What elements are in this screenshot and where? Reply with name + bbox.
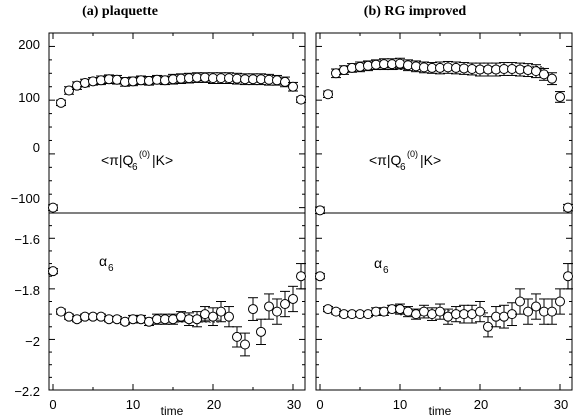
data-point bbox=[216, 306, 226, 317]
data-point bbox=[56, 306, 66, 317]
data-point bbox=[296, 94, 306, 105]
ytick-top-100: 100 bbox=[18, 90, 40, 105]
data-point bbox=[539, 69, 549, 80]
data-point bbox=[288, 293, 298, 304]
data-point bbox=[280, 76, 290, 87]
data-point bbox=[280, 299, 290, 310]
data-point bbox=[64, 85, 74, 96]
data-point bbox=[288, 81, 298, 92]
svg-text:(0): (0) bbox=[407, 149, 418, 159]
data-point bbox=[515, 296, 525, 307]
panel-b-title: (b) RG improved bbox=[364, 4, 467, 19]
data-point bbox=[80, 77, 90, 88]
data-point bbox=[563, 271, 573, 282]
ytick-bottom-neg1.6: −1.6 bbox=[14, 232, 40, 247]
ytick-bottom-neg2.2: −2.2 bbox=[14, 384, 40, 399]
data-point bbox=[323, 89, 333, 100]
ytick-bottom-neg1.8: −1.8 bbox=[14, 283, 40, 298]
panel-b-frame bbox=[315, 32, 573, 391]
svg-text:6: 6 bbox=[132, 162, 138, 173]
svg-text:α: α bbox=[99, 253, 107, 269]
data-point bbox=[240, 339, 250, 350]
panel-a-title: (a) plaquette bbox=[82, 4, 158, 19]
svg-text:|K>: |K> bbox=[152, 152, 173, 168]
data-point bbox=[563, 202, 573, 213]
data-point bbox=[272, 306, 282, 317]
data-point bbox=[315, 205, 325, 216]
svg-text:<π|Q: <π|Q bbox=[369, 152, 401, 168]
svg-text:(0): (0) bbox=[139, 149, 150, 159]
ytick-top-200: 200 bbox=[18, 37, 40, 52]
data-point bbox=[555, 296, 565, 307]
data-point bbox=[48, 266, 58, 277]
svg-text:<π|Q: <π|Q bbox=[101, 152, 133, 168]
data-point bbox=[232, 331, 242, 342]
xtick-a-30: 30 bbox=[287, 397, 301, 412]
svg-text:6: 6 bbox=[400, 162, 406, 173]
data-point bbox=[264, 301, 274, 312]
xtick-a-20: 20 bbox=[207, 397, 221, 412]
svg-text:6: 6 bbox=[383, 265, 389, 276]
data-point bbox=[395, 58, 405, 69]
panel-a-frame bbox=[48, 32, 306, 391]
data-point bbox=[523, 306, 533, 317]
data-point bbox=[224, 311, 234, 322]
data-point bbox=[475, 306, 485, 317]
ytick-bottom-neg2: −2 bbox=[25, 334, 40, 349]
data-point bbox=[555, 91, 565, 102]
xtick-a-0: 0 bbox=[49, 397, 56, 412]
xtick-a-10: 10 bbox=[126, 397, 140, 412]
xtick-b-20: 20 bbox=[474, 397, 488, 412]
xtick-b-0: 0 bbox=[316, 397, 323, 412]
data-point bbox=[56, 97, 66, 108]
svg-text:|K>: |K> bbox=[420, 152, 441, 168]
data-point bbox=[192, 314, 202, 325]
annotation-b-top: <π|Q 6 (0) |K> bbox=[369, 149, 441, 173]
data-point bbox=[48, 202, 58, 213]
ytick-top-0: 0 bbox=[33, 140, 40, 155]
data-point bbox=[547, 306, 557, 317]
annotation-a-top: <π|Q 6 (0) |K> bbox=[101, 149, 173, 173]
ytick-top-neg100: −100 bbox=[11, 191, 40, 206]
data-point bbox=[315, 271, 325, 282]
data-point bbox=[256, 326, 266, 337]
data-point bbox=[547, 73, 557, 84]
svg-text:α: α bbox=[374, 255, 382, 271]
data-point bbox=[208, 311, 218, 322]
data-point bbox=[296, 271, 306, 282]
data-point bbox=[248, 304, 258, 315]
xlabel-b: time bbox=[429, 404, 452, 418]
annotation-a-bottom: α 6 bbox=[99, 253, 114, 274]
data-point bbox=[531, 301, 541, 312]
annotation-b-bottom: α 6 bbox=[374, 255, 389, 276]
svg-text:6: 6 bbox=[108, 263, 114, 274]
xlabel-a: time bbox=[161, 404, 184, 418]
xtick-b-10: 10 bbox=[393, 397, 407, 412]
xtick-b-30: 30 bbox=[554, 397, 568, 412]
data-point bbox=[435, 306, 445, 317]
chart-marks bbox=[48, 57, 573, 357]
